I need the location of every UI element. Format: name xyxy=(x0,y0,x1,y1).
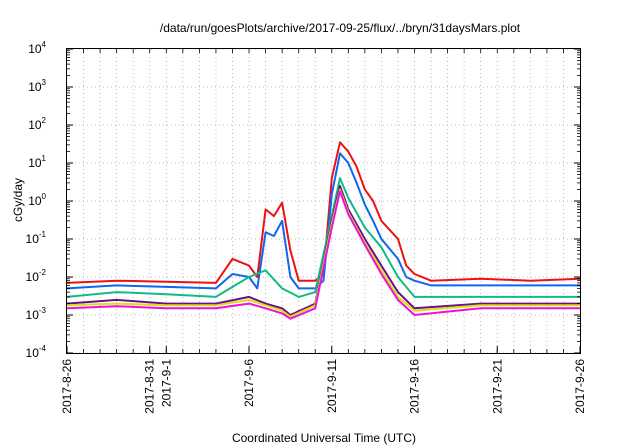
y-tick-label: 10-2 xyxy=(26,268,47,284)
y-tick-label: 104 xyxy=(28,40,46,56)
y-tick-label: 10-4 xyxy=(26,344,47,360)
y-tick-label: 102 xyxy=(28,116,46,132)
series-layer xyxy=(66,141,581,320)
x-tick-label: 2017-9-11 xyxy=(325,359,339,413)
series-line xyxy=(66,141,581,284)
plot-frame xyxy=(66,48,581,354)
x-axis-ticks: 2017-8-26 2017-8-31 2017-9-1 2017-9-6 2017-9… xyxy=(60,49,587,414)
y-tick-label: 100 xyxy=(28,192,46,208)
series-line xyxy=(66,190,580,320)
x-tick-label: 2017-9-1 xyxy=(159,359,173,407)
y-tick-label: 10-1 xyxy=(26,230,47,246)
y-axis-ticks: 10-4 10-3 10-2 10-1 100 101 102 103 104 xyxy=(26,40,580,360)
x-tick-label: 2017-9-16 xyxy=(408,359,422,414)
x-tick-label: 2017-9-6 xyxy=(242,359,256,407)
y-tick-label: 103 xyxy=(28,78,46,94)
x-tick-label: 2017-9-21 xyxy=(490,359,504,414)
chart-title: /data/run/goesPlots/archive/2017-09-25/f… xyxy=(160,21,521,35)
y-tick-label: 10-3 xyxy=(26,306,47,322)
y-axis-label: cGy/day xyxy=(11,178,25,222)
x-tick-label: 2017-9-26 xyxy=(573,359,587,414)
y-tick-label: 101 xyxy=(28,154,46,170)
series-line xyxy=(66,177,580,298)
x-tick-label: 2017-8-31 xyxy=(143,359,157,414)
x-tick-label: 2017-8-26 xyxy=(60,359,74,414)
grid xyxy=(67,48,580,354)
x-axis-label: Coordinated Universal Time (UTC) xyxy=(232,431,416,445)
